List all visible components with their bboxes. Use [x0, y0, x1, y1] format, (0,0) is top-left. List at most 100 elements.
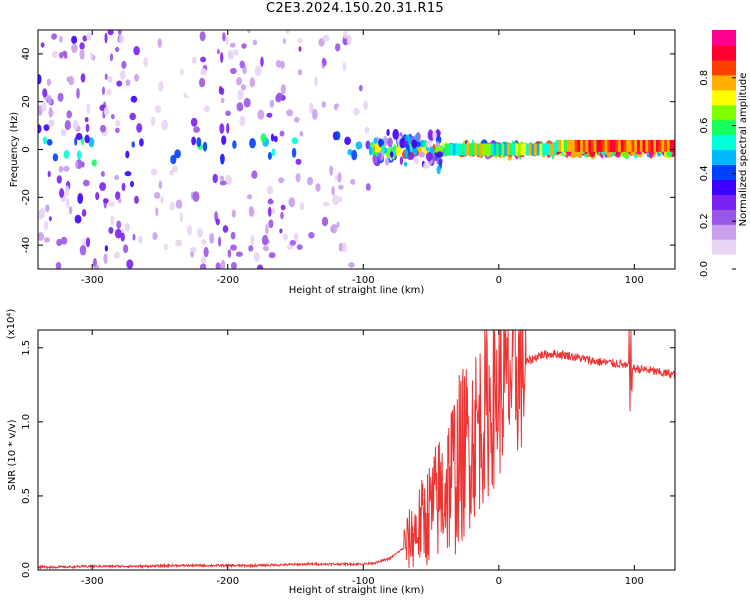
spectrogram-cell [46, 78, 52, 87]
spectrogram-cell [321, 216, 329, 227]
spectrogram-cell [384, 158, 390, 166]
spectrogram-cell [227, 249, 232, 258]
snr-y-tick-label: 1.5 [21, 340, 32, 356]
spectrogram-cell [338, 242, 343, 252]
spectrogram-cell [230, 244, 237, 251]
spectrogram-x-tick-label: -100 [352, 275, 375, 286]
spectrogram-cell [60, 236, 68, 245]
spectrogram-x-tick-label: -300 [81, 275, 104, 286]
colorbar-step [712, 101, 736, 106]
snr-x-tick-label: -200 [216, 576, 239, 587]
spectrogram-cell [99, 124, 107, 133]
spectrogram-cell [358, 84, 363, 92]
spectrogram-cell [215, 262, 221, 269]
spectrogram-cell [352, 39, 359, 48]
colorbar-tick-label: 0.0 [699, 261, 710, 277]
spectrogram-cell [339, 31, 344, 42]
spectrogram-cell [266, 112, 273, 118]
colorbar-step [712, 56, 736, 61]
spectrogram-cell [192, 191, 200, 202]
spectrogram-cell [116, 220, 122, 229]
spectrogram-cell [299, 131, 304, 137]
spectrogram-cell [351, 149, 358, 161]
spectrogram-cell [331, 186, 335, 196]
spectrogram-cell [444, 143, 449, 156]
colorbar-step [712, 80, 736, 85]
spectrogram-cell [40, 42, 45, 48]
chart-title: C2E3.2024.150.20.31.R15 [266, 1, 444, 16]
spectrogram-cell [280, 84, 286, 95]
spectrogram-cell [59, 35, 63, 43]
spectrogram-cell [609, 139, 614, 152]
spectrogram-cell [558, 139, 562, 152]
spectrogram-cell [159, 220, 165, 229]
spectrogram-cell [664, 139, 668, 152]
spectrogram-cell [57, 92, 64, 102]
spectrogram-cell [263, 245, 269, 252]
spectrogram-cell [63, 165, 70, 172]
spectrogram-cell [343, 30, 348, 39]
spectrogram-cell [266, 185, 274, 195]
colorbar-step [712, 71, 736, 76]
spectrogram-cell [79, 245, 87, 256]
spectrogram-cell [191, 136, 197, 146]
spectrogram-cell [42, 88, 48, 98]
colorbar-step [712, 62, 736, 67]
spectrogram-cell [81, 209, 87, 217]
spectrogram-cell [129, 112, 136, 121]
spectrogram-cell [267, 199, 274, 205]
spectrogram-cell [547, 143, 552, 156]
spectrogram-cell [76, 88, 80, 99]
spectrogram-cell [342, 45, 348, 52]
spectrogram-cell [160, 195, 164, 204]
spectrogram-cell [256, 264, 264, 269]
spectrogram-cell [257, 109, 265, 120]
spectrogram-cell [279, 228, 283, 234]
spectrogram-cell [249, 77, 255, 88]
spectrogram-cell [236, 102, 244, 112]
colorbar-step [712, 143, 736, 148]
colorbar-step [712, 257, 736, 261]
spectrogram-y-tick-label: 20 [21, 95, 32, 108]
spectrogram-cell [329, 165, 334, 176]
colorbar-step [712, 197, 736, 201]
spectrogram-cell [60, 128, 67, 137]
spectrogram-cell [373, 137, 378, 144]
spectrogram-cell [672, 139, 675, 152]
spectrogram-cell [298, 46, 302, 52]
spectrogram-cell [43, 124, 50, 131]
spectrogram-cell [175, 239, 183, 247]
spectrogram-cell [474, 143, 478, 156]
spectrogram-cell [66, 110, 72, 119]
spectrogram-cell [342, 61, 347, 72]
spectrogram-cell [219, 180, 227, 186]
spectrogram-cell [542, 143, 546, 156]
spectrogram-cell [118, 198, 122, 204]
spectrogram-cell [146, 60, 154, 72]
colorbar-step [712, 68, 736, 73]
snr-panel: -300 -200 -100 0 100 0.0 0.5 1.0 1.5 Height of s… [6, 309, 676, 596]
spectrogram-cell [79, 42, 85, 50]
spectrogram-cell [582, 139, 587, 152]
spectrogram-cell [74, 214, 82, 224]
spectrogram-cell [313, 32, 318, 42]
spectrogram-cell [280, 204, 286, 211]
spectrogram-cell [94, 264, 100, 269]
colorbar-tick-label: 0.4 [699, 165, 710, 181]
colorbar-step [712, 260, 736, 264]
spectrogram-cell [544, 143, 549, 156]
spectrogram-cell [82, 35, 88, 42]
colorbar-step [712, 164, 736, 169]
spectrogram-cell [346, 34, 352, 46]
spectrogram-cell [392, 128, 400, 140]
spectrogram-cell [267, 151, 272, 160]
spectrogram-cell [498, 143, 503, 156]
spectrogram-cell [138, 235, 143, 244]
colorbar-step [712, 161, 736, 166]
spectrogram-cell [136, 123, 143, 133]
spectrogram-cell [91, 159, 97, 167]
spectrogram-cell [230, 231, 236, 240]
spectrogram-cell [588, 139, 592, 152]
spectrogram-cell [186, 225, 193, 236]
spectrogram-cell [265, 224, 269, 235]
